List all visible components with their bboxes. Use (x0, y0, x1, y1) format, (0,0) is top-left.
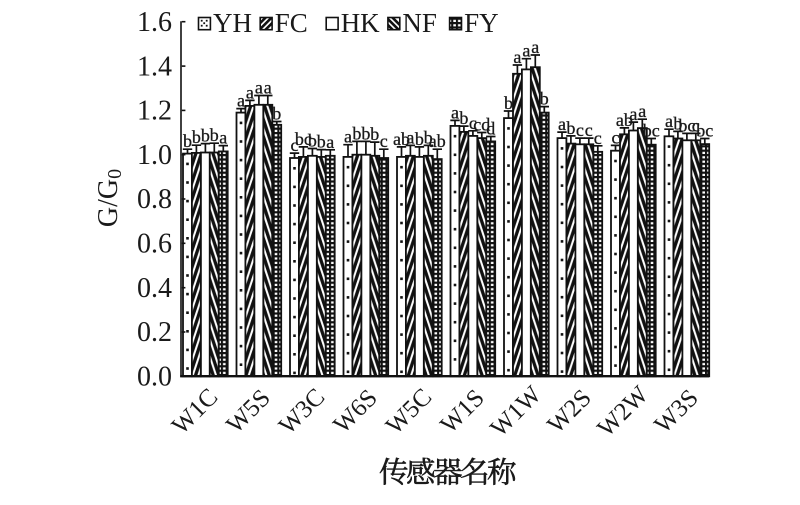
svg-text:b: b (459, 108, 468, 128)
svg-text:c: c (612, 127, 620, 147)
svg-text:b: b (201, 126, 210, 146)
svg-text:ab: ab (616, 110, 633, 130)
svg-text:cd: cd (473, 115, 490, 135)
svg-text:a: a (246, 82, 254, 102)
svg-text:HK: HK (341, 8, 380, 38)
svg-text:b: b (361, 123, 370, 143)
svg-text:b: b (424, 127, 433, 147)
svg-text:a: a (406, 127, 414, 147)
svg-text:0.2: 0.2 (137, 317, 172, 348)
svg-text:c: c (576, 120, 584, 140)
svg-text:0.6: 0.6 (137, 229, 172, 260)
svg-text:b: b (272, 104, 281, 124)
svg-text:bc: bc (643, 121, 660, 141)
svg-text:ab: ab (429, 131, 446, 151)
svg-text:c: c (692, 115, 700, 135)
svg-text:a: a (219, 128, 227, 148)
svg-text:a: a (264, 78, 272, 98)
svg-text:a: a (629, 104, 637, 124)
svg-text:a: a (638, 101, 646, 121)
svg-text:a: a (237, 91, 245, 111)
svg-text:a: a (531, 37, 539, 57)
svg-text:b: b (415, 129, 424, 149)
svg-text:bc: bc (696, 121, 713, 141)
svg-text:FY: FY (464, 8, 499, 38)
svg-text:a: a (522, 41, 530, 61)
svg-text:b: b (540, 89, 549, 109)
svg-text:a: a (451, 102, 459, 122)
svg-text:1.2: 1.2 (137, 96, 172, 127)
svg-text:b: b (308, 131, 317, 151)
svg-text:YH: YH (213, 8, 252, 38)
svg-text:FC: FC (275, 8, 308, 38)
svg-text:b: b (317, 132, 326, 152)
svg-text:c: c (291, 135, 299, 155)
svg-text:c: c (380, 131, 388, 151)
svg-text:b: b (370, 124, 379, 144)
svg-text:c: c (585, 120, 593, 140)
svg-text:b: b (192, 127, 201, 147)
svg-text:d: d (486, 119, 495, 139)
svg-text:b: b (210, 125, 219, 145)
svg-text:a: a (513, 47, 521, 67)
svg-text:0.8: 0.8 (137, 184, 172, 215)
svg-text:b: b (352, 123, 361, 143)
svg-text:b: b (183, 131, 192, 151)
svg-text:a: a (344, 127, 352, 147)
svg-text:a: a (665, 111, 673, 131)
svg-text:1.0: 1.0 (137, 140, 172, 171)
svg-text:0.4: 0.4 (137, 273, 172, 304)
svg-text:b: b (566, 118, 575, 138)
svg-text:c: c (594, 128, 602, 148)
svg-text:a: a (326, 132, 334, 152)
svg-text:a: a (558, 114, 566, 134)
svg-text:0.0: 0.0 (137, 362, 172, 393)
svg-text:1.6: 1.6 (137, 7, 172, 38)
svg-text:c: c (469, 113, 477, 133)
svg-text:bc: bc (295, 129, 312, 149)
svg-text:bc: bc (678, 115, 695, 135)
svg-text:b: b (504, 93, 513, 113)
svg-text:1.4: 1.4 (137, 51, 172, 82)
svg-text:b: b (673, 113, 682, 133)
svg-text:ab: ab (393, 129, 410, 149)
svg-text:a: a (255, 78, 263, 98)
svg-text:NF: NF (402, 8, 437, 38)
